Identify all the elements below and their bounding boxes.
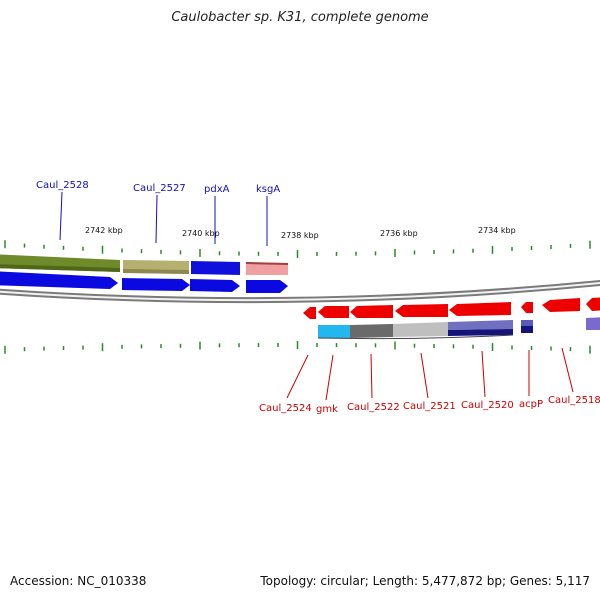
kbp-ticks-bottom xyxy=(4,341,591,354)
gene-arrow-pdxa xyxy=(190,279,240,292)
feature-bar-bottom-outline xyxy=(317,334,514,340)
genome-backbone-highlight xyxy=(0,281,600,302)
gene-arrow-caul-2527 xyxy=(122,278,190,291)
gene-label-acpp: acpP xyxy=(519,399,543,410)
feature-bar-caul-2520 xyxy=(448,320,513,330)
kbp-label: 2734 kbp xyxy=(478,226,516,235)
feature-bar-caul-2522 xyxy=(350,324,393,338)
feature-bar-acpp-dark xyxy=(521,326,533,333)
kbp-label: 2738 kbp xyxy=(281,231,319,240)
gene-label-caul-2524: Caul_2524 xyxy=(259,403,312,414)
gene-label-gmk: gmk xyxy=(316,404,338,415)
gene-label-ksga: ksgA xyxy=(256,184,280,195)
genome-summary-text: Topology: circular; Length: 5,477,872 bp… xyxy=(260,574,590,588)
feature-bar-caul-2521 xyxy=(393,322,448,337)
gene-arrow-acpp xyxy=(521,302,533,313)
leader-line xyxy=(286,354,309,399)
gene-label-caul-2518: Caul_2518 xyxy=(548,395,600,406)
gene-label-pdxa: pdxA xyxy=(204,184,230,195)
gene-label-caul-2521: Caul_2521 xyxy=(403,401,456,412)
gene-arrow-caul-2524 xyxy=(303,307,316,319)
map-title: Caulobacter sp. K31, complete genome xyxy=(171,10,429,25)
gene-arrow-next xyxy=(586,297,600,311)
gene-arrow-caul-2522 xyxy=(350,305,393,318)
leader-line xyxy=(59,191,63,241)
leader-line xyxy=(155,194,158,244)
leader-line xyxy=(420,352,429,399)
feature-bar-caul-2527-shade xyxy=(123,269,189,274)
accession-text: Accession: NC_010338 xyxy=(10,574,147,588)
feature-bar-pdxa xyxy=(191,261,240,275)
gene-arrow-gmk xyxy=(318,306,349,318)
feature-bar-acpp xyxy=(521,320,533,326)
kbp-ticks-top xyxy=(4,240,591,258)
kbp-label: 2736 kbp xyxy=(380,229,418,238)
leader-line xyxy=(481,350,486,398)
kbp-label: 2740 kbp xyxy=(182,229,220,238)
feature-bar-caul-2520-dark xyxy=(448,329,513,336)
feature-bar-caul-2518 xyxy=(586,317,600,330)
feature-bar-gmk xyxy=(318,325,350,338)
feature-bar-ksga-shade xyxy=(246,262,288,265)
gene-label-caul-2527: Caul_2527 xyxy=(133,183,186,194)
gene-arrow-caul-2518 xyxy=(542,298,580,312)
gene-arrow-caul-2520 xyxy=(449,302,511,316)
leader-line xyxy=(370,353,373,399)
leader-line xyxy=(325,354,334,401)
gene-label-caul-2520: Caul_2520 xyxy=(461,400,514,411)
gene-arrow-caul-2528 xyxy=(0,271,118,289)
leader-line xyxy=(561,347,574,393)
gene-arrow-ksga xyxy=(246,280,288,293)
feature-bar-caul-2528-shade xyxy=(0,264,120,272)
gene-label-caul-2528: Caul_2528 xyxy=(36,180,89,191)
gene-label-caul-2522: Caul_2522 xyxy=(347,402,400,413)
kbp-label: 2742 kbp xyxy=(85,226,123,235)
feature-bar-ksga xyxy=(246,262,288,275)
gene-arrow-caul-2521 xyxy=(395,304,448,317)
